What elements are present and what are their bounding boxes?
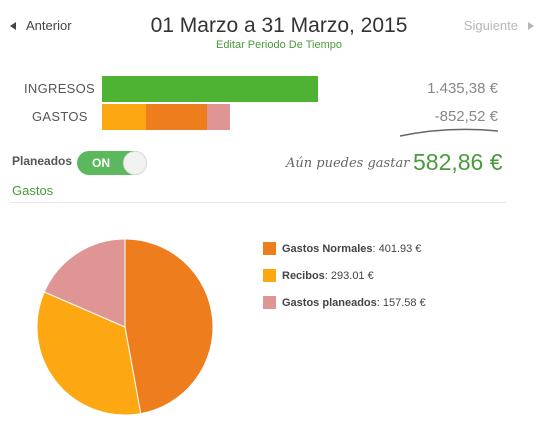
legend-swatch	[263, 269, 276, 282]
toggle-state-label: ON	[92, 156, 110, 170]
expenses-pie-chart	[36, 238, 214, 416]
expense-bar-segment-1	[146, 104, 207, 130]
next-period-button[interactable]: Siguiente	[464, 18, 534, 33]
previous-period-button[interactable]: Anterior	[10, 18, 72, 33]
expense-bar-segment-2	[206, 104, 231, 130]
legend-series-name: Gastos planeados	[282, 296, 377, 309]
pie-legend: Gastos Normales: 401.93 € Recibos: 293.01…	[263, 242, 426, 323]
pie-slice-0[interactable]	[124, 238, 214, 415]
can-spend-value: 582,86 €	[413, 149, 503, 175]
toggle-knob	[123, 151, 147, 175]
expenses-amount: -852,52 €	[434, 108, 498, 125]
legend-swatch	[263, 296, 276, 309]
chevron-left-icon	[10, 21, 16, 30]
income-amount: 1.435,38 €	[427, 80, 498, 97]
expenses-bar	[102, 104, 231, 130]
legend-item-0: Gastos Normales: 401.93 €	[263, 242, 426, 255]
expenses-label: GASTOS	[32, 109, 88, 124]
legend-item-2: Gastos planeados: 157.58 €	[263, 296, 426, 309]
income-label: INGRESOS	[24, 81, 96, 96]
planned-label: Planeados	[12, 154, 73, 168]
legend-series-name: Recibos	[282, 269, 325, 282]
pie-slice-2[interactable]	[43, 238, 126, 328]
next-period-label: Siguiente	[463, 18, 518, 33]
section-divider	[10, 202, 506, 203]
previous-period-label: Anterior	[26, 18, 72, 33]
can-spend-label: Aún puedes gastar	[286, 156, 410, 171]
chevron-right-icon	[528, 21, 534, 30]
edit-period-link[interactable]: Editar Periodo De Tiempo	[216, 39, 342, 51]
legend-series-name: Gastos Normales	[282, 242, 373, 255]
legend-item-1: Recibos: 293.01 €	[263, 269, 426, 282]
total-underline	[399, 128, 499, 137]
planned-toggle[interactable]: ON	[77, 151, 147, 175]
income-bar	[102, 76, 318, 102]
expenses-section-title: Gastos	[12, 183, 54, 198]
legend-series-value: : 293.01 €	[324, 269, 374, 282]
legend-series-value: : 401.93 €	[372, 242, 422, 255]
page-title: 01 Marzo a 31 Marzo, 2015	[150, 14, 408, 37]
legend-swatch	[263, 242, 276, 255]
period-navigation: Anterior 01 Marzo a 31 Marzo, 2015 Edita…	[0, 14, 558, 54]
legend-series-value: : 157.58 €	[376, 296, 426, 309]
expense-bar-segment-0	[102, 104, 147, 130]
